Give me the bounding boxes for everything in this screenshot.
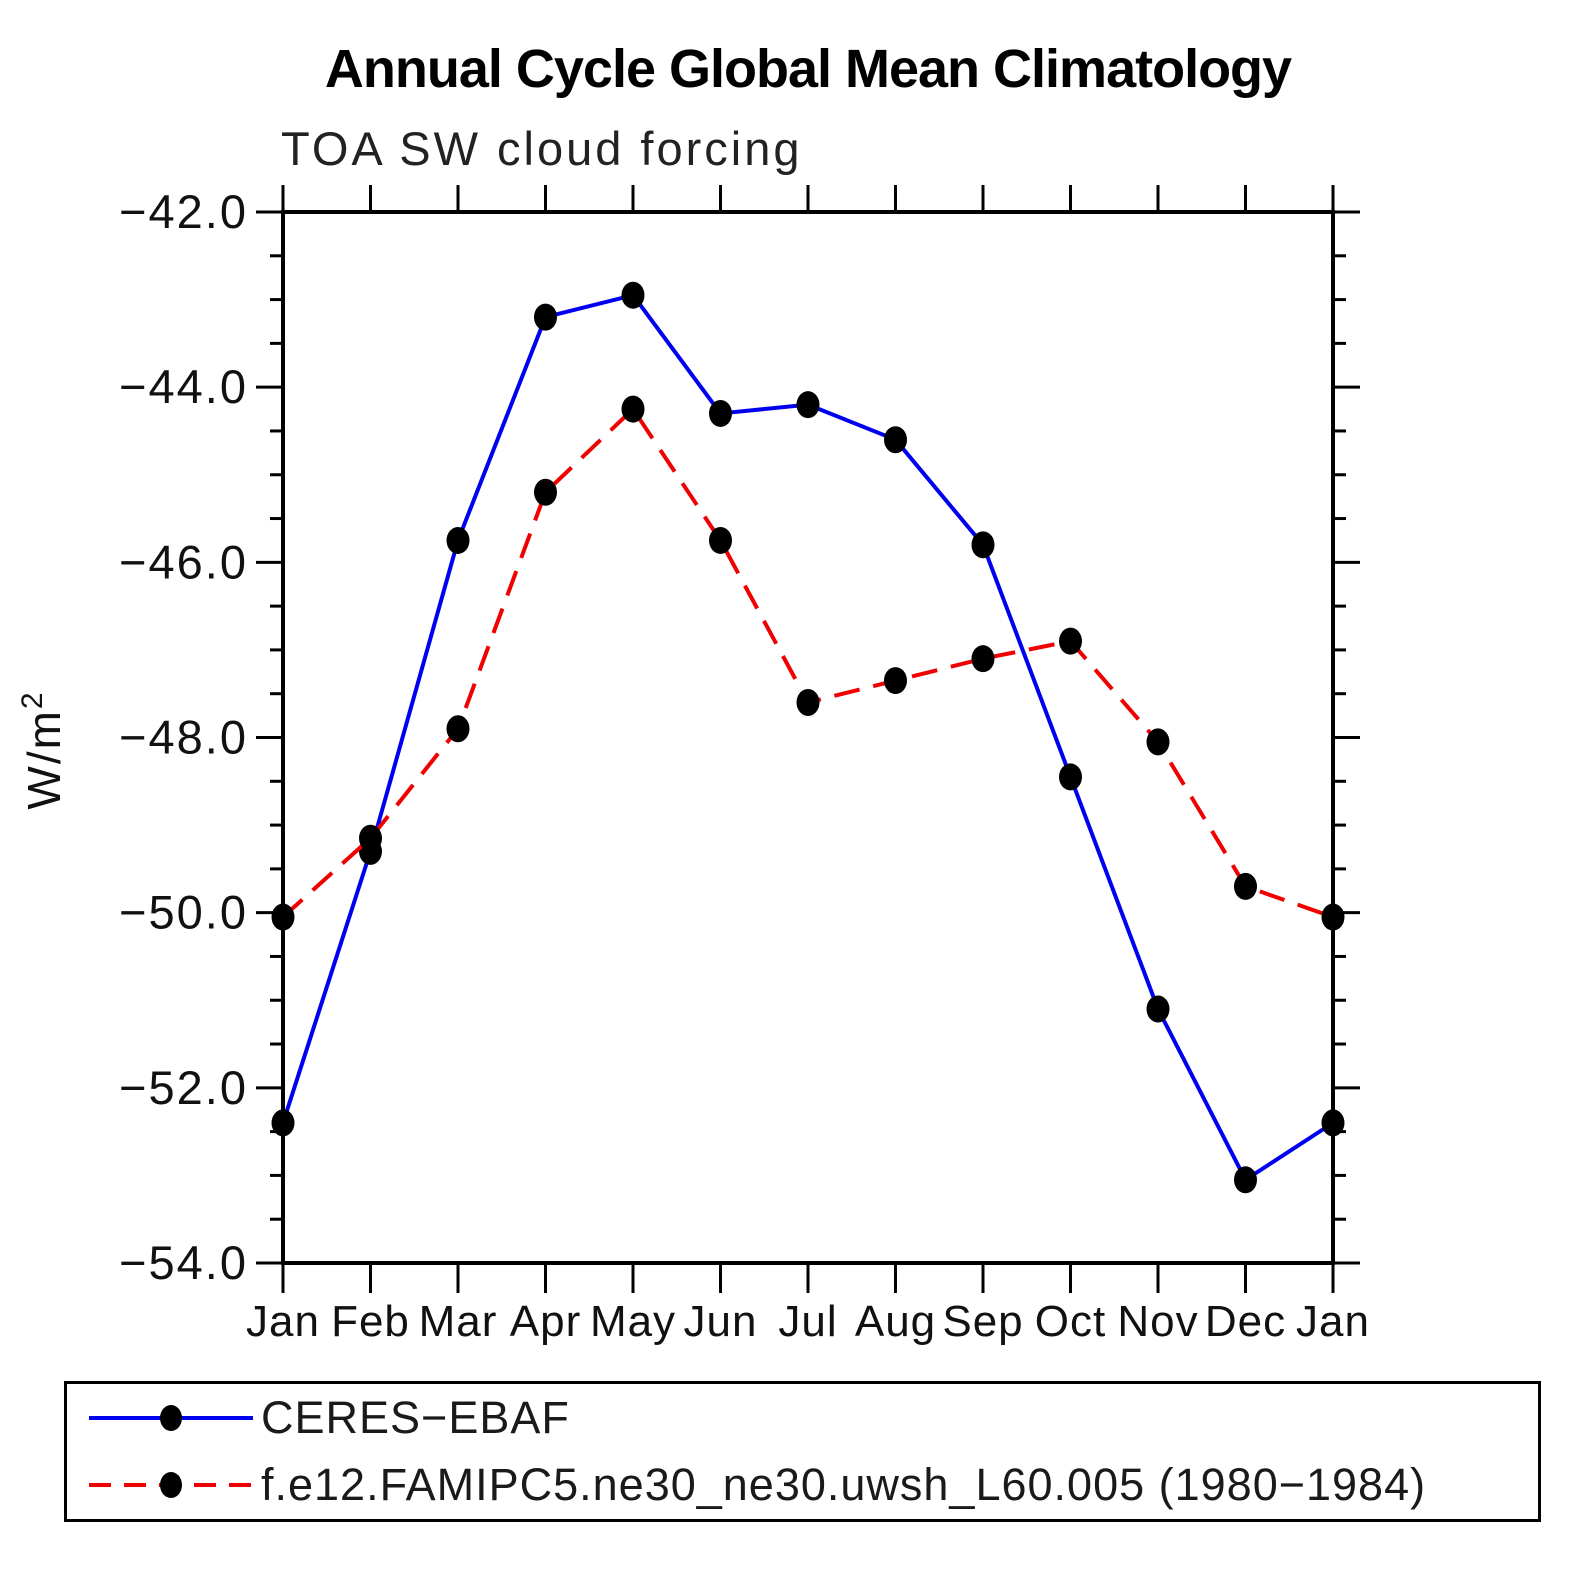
data-point-marker (359, 824, 382, 852)
plot-frame (281, 210, 1335, 1265)
data-point-marker (796, 391, 820, 419)
data-point-marker (1321, 1109, 1345, 1137)
x-axis-label-may-4: May (590, 1297, 676, 1346)
data-point-marker (1234, 872, 1257, 900)
series-f-e12-famipc5-ne30-ne30-uwsh-l60-005-1980-1984-markers (271, 395, 1345, 931)
x-axis-label-jan-0: Jan (246, 1297, 320, 1346)
y-axis-label-0: −42.0 (119, 185, 248, 238)
data-point-marker (621, 395, 645, 423)
y-axis-ticks-right (1333, 210, 1360, 1265)
data-point-marker (621, 281, 645, 309)
x-axis-label-jun-5: Jun (684, 1297, 758, 1346)
data-point-marker (446, 715, 470, 743)
x-axis-label-oct-9: Oct (1035, 1297, 1106, 1346)
y-axis-ticks-left (256, 210, 283, 1265)
x-axis-label-dec-11: Dec (1205, 1297, 1286, 1346)
data-point-marker (1321, 903, 1345, 931)
x-axis-label-aug-7: Aug (855, 1297, 936, 1346)
data-point-marker (884, 667, 907, 695)
x-axis-ticks-top (281, 185, 1335, 212)
data-point-marker (971, 531, 995, 559)
y-axis-label-1: −44.0 (119, 360, 248, 413)
legend-row-ceres-ebaf: CERES−EBAF (67, 1384, 1538, 1452)
data-point-marker (1146, 728, 1170, 756)
series-ceres-ebaf-line (281, 292, 1335, 1183)
y-axis-label-6: −54.0 (119, 1236, 248, 1289)
data-point-marker (1059, 627, 1082, 655)
data-point-marker (884, 426, 907, 454)
x-axis-label-apr-3: Apr (510, 1297, 581, 1346)
y-axis-label-5: −52.0 (119, 1061, 248, 1114)
series-f-e12-famipc5-ne30-ne30-uwsh-l60-005-1980-1984-line (281, 405, 1334, 919)
x-axis-label-mar-2: Mar (419, 1297, 498, 1346)
legend-marker-dot-icon (160, 1404, 182, 1431)
legend-label-0: CERES−EBAF (261, 1391, 570, 1443)
legend-row-f-e12-famipc5-ne30-ne30-uwsh-l60-005-1980-1984: f.e12.FAMIPC5.ne30_ne30.uwsh_L60.005 (19… (67, 1452, 1538, 1520)
data-point-marker (709, 526, 732, 554)
y-axis-label-3: −48.0 (119, 711, 248, 764)
data-point-marker (271, 903, 295, 931)
data-point-marker (534, 478, 557, 506)
y-axis-label-4: −50.0 (119, 886, 248, 939)
y-axis-labels: −42.0 −44.0 −46.0 −48.0 −50.0 −52.0 −54.0 (119, 185, 248, 1289)
legend-label-1: f.e12.FAMIPC5.ne30_ne30.uwsh_L60.005 (19… (261, 1459, 1427, 1511)
legend-marker-dot-icon (160, 1472, 182, 1499)
chart-title: Annual Cycle Global Mean Climatology (324, 39, 1292, 99)
data-point-marker (796, 688, 820, 716)
data-point-marker (709, 399, 732, 427)
data-point-marker (271, 1109, 295, 1137)
x-axis-labels: Jan Feb Mar Apr May Jun Jul Aug Sep Oct Nov Dec Jan (246, 1297, 1370, 1346)
y-axis-label-2: −46.0 (119, 535, 248, 588)
data-point-marker (971, 645, 995, 673)
data-point-marker (1059, 763, 1082, 791)
data-point-marker (446, 526, 470, 554)
x-axis-label-jul-6: Jul (778, 1297, 837, 1346)
legend: CERES−EBAF f.e12.FAMIPC5.ne30_ne30.uwsh_L… (64, 1381, 1541, 1522)
x-axis-label-feb-1: Feb (331, 1297, 410, 1346)
data-point-marker (534, 303, 557, 331)
data-point-marker (1234, 1166, 1257, 1194)
legend-sample-solid-line-icon (89, 1404, 253, 1431)
x-axis-label-jan-12: Jan (1296, 1297, 1370, 1346)
legend-sample-dashed-line-icon (89, 1472, 253, 1499)
x-axis-label-nov-10: Nov (1117, 1297, 1198, 1346)
chart-subtitle: TOA SW cloud forcing (281, 122, 803, 175)
data-point-marker (1146, 995, 1170, 1023)
y-axis-title: W/m2 (16, 690, 70, 809)
x-axis-ticks-bottom (281, 1263, 1335, 1293)
x-axis-label-sep-8: Sep (942, 1297, 1023, 1346)
